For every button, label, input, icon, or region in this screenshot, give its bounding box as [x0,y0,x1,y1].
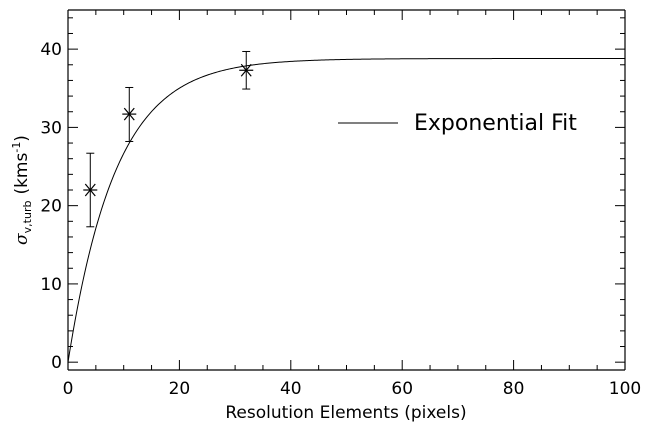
y-tick-label: 30 [40,118,62,138]
series-layer [67,50,625,363]
asterisk-marker [123,107,135,121]
plot-frame [67,9,626,371]
asterisk-marker [84,183,96,197]
y-tick-label: 0 [51,353,62,373]
y-tick-label: 10 [40,275,62,295]
x-tick-label: 40 [280,379,302,399]
y-axis-symbol: σ [12,233,32,245]
x-tick-label: 20 [169,379,191,399]
data-point [83,152,98,228]
legend: Exponential Fit [338,111,577,136]
x-axis-title: Resolution Elements (pixels) [225,403,466,423]
exponential-fit-line [67,58,625,363]
x-tick-label: 100 [609,379,641,399]
y-axis-units-pre: (kms [12,153,32,195]
y-tick-label: 40 [40,40,62,60]
asterisk-marker [240,63,252,77]
data-point [122,86,137,142]
y-axis-units-exp: -1 [10,142,23,153]
y-tick-label: 20 [40,197,62,217]
x-tick-label: 0 [63,379,74,399]
y-axis-subscript: v,turb [21,201,34,234]
y-axis-units-post: ) [12,135,32,142]
legend-label: Exponential Fit [414,111,577,136]
x-tick-label: 80 [503,379,525,399]
ticks [67,10,626,370]
x-tick-label: 60 [391,379,413,399]
y-axis-title: σv,turb (kms-1) [10,135,34,245]
data-point [239,50,254,90]
tick-labels: 0 20 40 60 80 100 0 10 20 30 40 [40,40,641,399]
